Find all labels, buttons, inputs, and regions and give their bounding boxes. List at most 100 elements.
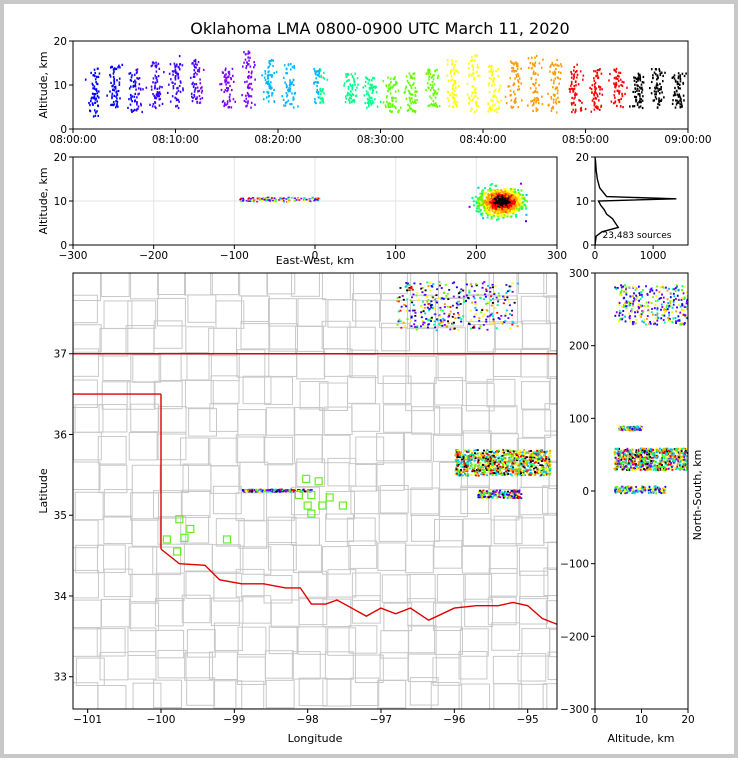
- source-point: [508, 198, 511, 201]
- source-point: [504, 459, 507, 462]
- source-point: [525, 213, 528, 216]
- source-point: [478, 207, 481, 210]
- station-marker: [294, 490, 303, 500]
- source-point: [618, 300, 621, 303]
- source-point: [489, 459, 492, 462]
- source-point: [242, 197, 245, 200]
- source-point: [685, 291, 688, 294]
- source-point: [485, 474, 488, 477]
- source-point: [594, 81, 597, 84]
- source-point: [649, 322, 652, 325]
- source-point: [201, 86, 203, 89]
- source-point: [137, 107, 139, 110]
- source-point: [264, 78, 267, 82]
- source-point: [548, 451, 551, 454]
- source-point: [471, 470, 474, 473]
- county-border: [210, 375, 240, 404]
- source-point: [251, 196, 254, 199]
- source-point: [524, 459, 527, 462]
- source-point: [458, 473, 461, 475]
- source-point: [199, 101, 202, 104]
- source-point: [414, 326, 417, 328]
- source-point: [496, 496, 499, 499]
- source-point: [468, 205, 471, 208]
- source-point: [497, 317, 500, 319]
- source-point: [290, 196, 293, 199]
- source-point: [552, 98, 555, 101]
- source-point: [310, 200, 313, 203]
- source-point: [520, 82, 523, 85]
- source-point: [454, 101, 457, 104]
- source-point: [392, 85, 395, 88]
- source-point: [483, 192, 486, 195]
- source-point: [539, 454, 542, 457]
- source-point: [229, 100, 231, 103]
- source-point: [471, 59, 474, 62]
- source-point: [595, 106, 598, 110]
- source-point: [495, 296, 498, 299]
- source-point: [620, 293, 623, 296]
- source-point: [635, 318, 638, 321]
- source-point: [676, 306, 678, 309]
- source-point: [196, 86, 199, 89]
- county-border: [267, 542, 297, 571]
- source-point: [271, 75, 273, 78]
- source-point: [434, 313, 437, 316]
- source-point: [652, 76, 654, 80]
- source-point: [484, 200, 487, 203]
- source-point: [489, 204, 492, 207]
- source-point: [633, 298, 636, 301]
- source-point: [497, 471, 500, 473]
- source-point: [480, 490, 483, 493]
- source-point: [462, 315, 465, 318]
- source-point: [534, 56, 536, 59]
- source-point: [322, 101, 325, 104]
- source-point: [614, 314, 617, 317]
- source-point: [396, 81, 398, 85]
- source-point: [682, 94, 685, 97]
- source-point: [601, 93, 604, 96]
- source-point: [247, 50, 250, 53]
- source-point: [554, 63, 557, 66]
- county-border: [379, 484, 409, 514]
- county-border: [100, 598, 130, 628]
- source-point: [668, 314, 671, 317]
- county-border: [235, 492, 265, 521]
- source-point: [511, 206, 514, 209]
- source-point: [396, 297, 399, 299]
- source-point: [230, 77, 233, 81]
- county-border: [186, 677, 216, 706]
- source-point: [270, 200, 273, 203]
- source-point: [412, 83, 414, 86]
- source-point: [291, 92, 293, 95]
- source-point: [351, 92, 354, 96]
- source-point: [172, 85, 175, 88]
- source-point: [543, 451, 546, 454]
- source-point: [497, 298, 500, 301]
- source-point: [486, 467, 489, 470]
- source-point: [485, 290, 488, 292]
- source-point: [504, 188, 507, 191]
- source-point: [534, 472, 537, 475]
- source-point: [481, 203, 484, 206]
- source-point: [513, 493, 516, 496]
- source-point: [669, 302, 672, 305]
- source-point: [622, 106, 624, 109]
- source-point: [226, 100, 229, 104]
- source-point: [279, 488, 282, 491]
- source-point: [497, 449, 500, 452]
- source-point: [442, 318, 445, 321]
- source-point: [625, 291, 628, 294]
- source-point: [303, 490, 306, 493]
- source-point: [500, 321, 503, 324]
- source-point: [657, 103, 659, 106]
- source-point: [520, 195, 523, 198]
- source-point: [430, 76, 433, 79]
- source-point: [415, 328, 418, 331]
- source-point: [175, 64, 178, 67]
- source-point: [234, 100, 237, 103]
- source-point: [506, 450, 509, 452]
- source-point: [225, 83, 227, 86]
- source-point: [411, 301, 414, 304]
- source-point: [466, 472, 469, 475]
